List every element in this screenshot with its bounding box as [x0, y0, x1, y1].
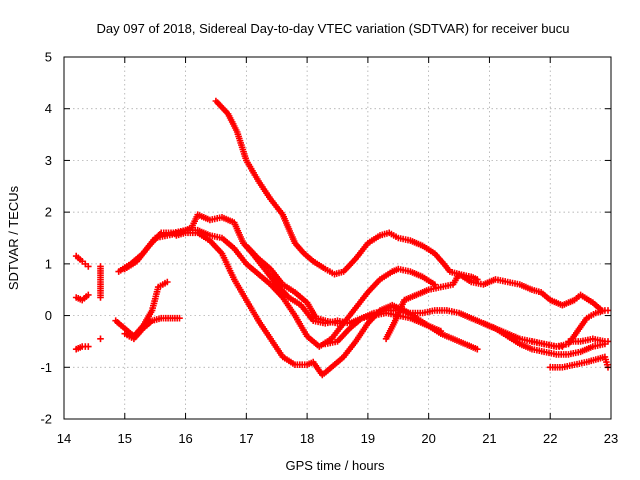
series-arc-e — [382, 270, 606, 343]
plot-frame — [63, 56, 612, 420]
data-point-marker — [604, 307, 612, 314]
y-tick-label: -1 — [40, 360, 52, 375]
y-tick-label: 0 — [45, 308, 52, 323]
series-arc-h — [546, 353, 612, 371]
x-tick-label: 18 — [300, 431, 314, 446]
y-tick-label: -2 — [40, 412, 52, 427]
data-series — [72, 97, 612, 379]
data-point-marker — [431, 281, 438, 288]
x-tick-label: 15 — [118, 431, 132, 446]
x-tick-label: 22 — [543, 431, 557, 446]
x-tick-label: 21 — [482, 431, 496, 446]
data-point-marker — [474, 276, 481, 283]
data-point-marker — [85, 291, 92, 299]
y-tick-label: 2 — [45, 205, 52, 220]
data-point-marker — [85, 263, 92, 270]
series-arc-g — [480, 320, 612, 358]
chart-title: Day 097 of 2018, Sidereal Day-to-day VTE… — [96, 21, 569, 36]
series-arc-c — [121, 226, 438, 350]
grid — [64, 57, 611, 419]
x-axis-label: GPS time / hours — [286, 458, 385, 473]
y-tick-label: 1 — [45, 256, 52, 271]
x-tick-label: 16 — [178, 431, 192, 446]
y-axis-label: SDTVAR / TECUs — [6, 185, 21, 290]
data-point-marker — [334, 320, 341, 327]
series-arc-m — [322, 309, 609, 348]
data-point-marker — [474, 345, 481, 353]
data-point-marker — [601, 338, 609, 345]
data-point-marker — [97, 335, 104, 343]
y-tick-label: 5 — [45, 50, 52, 65]
data-point-marker — [97, 294, 104, 301]
y-tick-label: 4 — [45, 101, 52, 116]
data-point-marker — [176, 314, 183, 322]
x-tick-label: 14 — [57, 431, 71, 446]
series-arc-f — [528, 307, 612, 350]
data-point-marker — [164, 278, 171, 286]
series-arc-j — [121, 314, 183, 343]
series-arc-a — [212, 97, 481, 283]
x-tick-label: 20 — [421, 431, 435, 446]
y-tick-label: 3 — [45, 153, 52, 168]
x-tick-label: 19 — [361, 431, 375, 446]
x-tick-label: 23 — [604, 431, 618, 446]
data-point-marker — [437, 327, 445, 335]
x-tick-label: 17 — [239, 431, 253, 446]
series-arc-l — [243, 242, 341, 327]
data-point-marker — [85, 343, 92, 350]
series-arc-k — [72, 252, 104, 353]
